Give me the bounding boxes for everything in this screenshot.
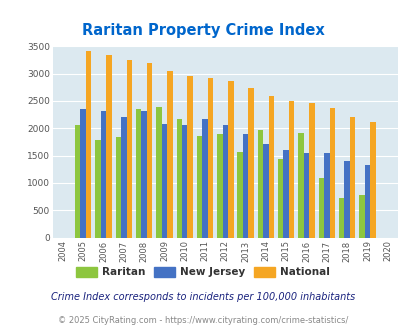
Legend: Raritan, New Jersey, National: Raritan, New Jersey, National xyxy=(72,263,333,281)
Bar xyxy=(298,133,303,238)
Bar xyxy=(136,109,141,238)
Bar xyxy=(167,71,172,238)
Bar xyxy=(277,159,283,238)
Bar xyxy=(121,117,126,238)
Bar xyxy=(181,125,187,238)
Bar xyxy=(187,76,192,238)
Bar xyxy=(115,137,121,238)
Bar xyxy=(262,144,268,238)
Bar xyxy=(202,119,207,238)
Bar xyxy=(257,130,262,238)
Bar xyxy=(80,109,86,238)
Bar xyxy=(288,101,294,238)
Bar xyxy=(106,55,111,238)
Text: Raritan Property Crime Index: Raritan Property Crime Index xyxy=(81,23,324,38)
Bar xyxy=(237,152,242,238)
Bar xyxy=(222,125,228,238)
Bar xyxy=(196,136,202,238)
Bar xyxy=(207,79,213,238)
Bar xyxy=(147,63,152,238)
Bar xyxy=(126,60,132,238)
Bar xyxy=(343,161,349,238)
Bar xyxy=(86,51,91,238)
Bar xyxy=(323,153,329,238)
Bar xyxy=(100,111,106,238)
Bar xyxy=(141,111,147,238)
Bar xyxy=(217,134,222,238)
Bar xyxy=(161,124,167,238)
Bar xyxy=(358,195,364,238)
Bar xyxy=(283,149,288,238)
Bar xyxy=(228,81,233,238)
Bar xyxy=(303,153,309,238)
Bar xyxy=(242,134,248,238)
Bar xyxy=(75,125,80,238)
Bar xyxy=(268,96,273,238)
Text: Crime Index corresponds to incidents per 100,000 inhabitants: Crime Index corresponds to incidents per… xyxy=(51,292,354,302)
Bar xyxy=(369,122,375,238)
Bar xyxy=(176,119,181,238)
Bar xyxy=(364,165,369,238)
Bar xyxy=(329,108,334,238)
Bar xyxy=(95,140,100,238)
Bar xyxy=(318,178,323,238)
Bar xyxy=(248,88,253,238)
Text: © 2025 CityRating.com - https://www.cityrating.com/crime-statistics/: © 2025 CityRating.com - https://www.city… xyxy=(58,315,347,325)
Bar xyxy=(349,117,354,238)
Bar xyxy=(156,108,161,238)
Bar xyxy=(309,103,314,238)
Bar xyxy=(338,198,343,238)
